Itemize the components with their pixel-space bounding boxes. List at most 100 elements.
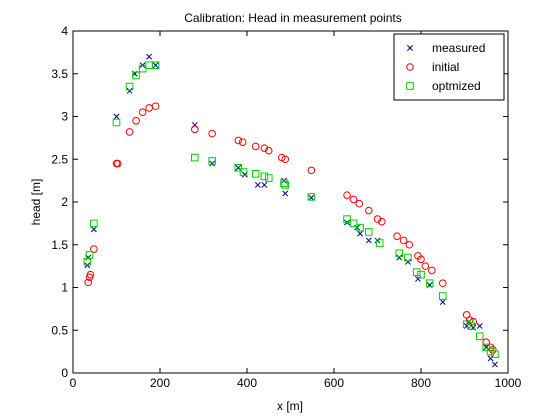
legend-marker-optmized	[406, 82, 414, 90]
point-optmized	[425, 279, 434, 288]
point-optmized	[264, 174, 273, 182]
point-optmized	[90, 219, 98, 228]
point-initial	[349, 195, 358, 204]
point-optmized	[112, 118, 121, 127]
x-axis-label: x [m]	[277, 399, 303, 413]
data-points	[83, 53, 499, 368]
point-optmized	[132, 71, 140, 80]
point-optmized	[281, 181, 290, 189]
point-optmized	[234, 164, 243, 172]
y-axis-label: head [m]	[29, 179, 43, 226]
point-initial	[393, 232, 401, 240]
point-measured	[476, 323, 483, 329]
point-measured	[374, 237, 381, 244]
point-initial	[378, 217, 386, 226]
point-initial	[281, 155, 290, 164]
point-initial	[428, 266, 436, 275]
y-tick-label: 1.5	[51, 238, 68, 252]
point-initial	[234, 136, 243, 145]
point-initial	[138, 108, 147, 117]
y-tick-label: 0.5	[51, 323, 68, 337]
point-measured	[282, 190, 289, 197]
point-optmized	[482, 343, 491, 352]
x-tick-label: 0	[70, 376, 77, 390]
point-initial	[365, 206, 373, 215]
axis-tick-labels: 0 200 400 600 800 1000 0 0.5 1 1.5 2 2.5 3 3.5 4	[51, 24, 521, 390]
point-measured	[491, 361, 498, 368]
point-optmized	[280, 179, 288, 187]
legend-label-initial: initial	[432, 60, 459, 74]
point-optmized	[467, 322, 475, 330]
x-tick-label: 800	[411, 376, 431, 390]
x-tick-label: 400	[237, 376, 257, 390]
legend-marker-initial	[406, 63, 414, 71]
point-initial	[307, 166, 316, 175]
x-tick-label: 200	[150, 376, 170, 390]
point-measured	[404, 258, 411, 265]
point-measured	[308, 194, 315, 201]
y-tick-label: 3	[61, 110, 68, 124]
point-optmized	[191, 153, 199, 162]
point-measured	[261, 181, 268, 188]
point-optmized	[438, 292, 447, 300]
point-optmized	[208, 157, 216, 165]
point-initial	[421, 262, 430, 270]
y-tick-label: 3.5	[51, 67, 68, 81]
point-measured	[439, 299, 446, 305]
x-tick-label: 1000	[495, 376, 522, 390]
point-optmized	[417, 270, 425, 279]
point-measured	[365, 237, 372, 244]
point-optmized	[462, 320, 471, 329]
point-optmized	[375, 239, 384, 247]
point-measured	[487, 355, 494, 362]
point-optmized	[356, 223, 364, 232]
point-measured	[209, 160, 216, 167]
point-optmized	[343, 215, 351, 223]
point-initial	[86, 270, 95, 279]
y-tick-label: 4	[61, 24, 68, 38]
point-initial	[405, 240, 414, 249]
y-tick-label: 0	[61, 366, 68, 380]
point-measured	[415, 275, 421, 282]
point-optmized	[85, 251, 94, 259]
point-initial	[208, 129, 216, 138]
y-tick-label: 2.5	[51, 152, 68, 166]
point-initial	[151, 102, 160, 111]
point-measured	[146, 53, 153, 60]
point-optmized	[365, 228, 373, 236]
point-measured	[152, 62, 159, 69]
point-initial	[264, 146, 273, 155]
point-measured	[357, 230, 364, 237]
point-initial	[373, 215, 382, 223]
point-optmized	[125, 82, 134, 91]
point-initial	[482, 338, 491, 347]
point-optmized	[412, 268, 421, 276]
point-measured	[396, 254, 403, 261]
y-tick-label: 2	[61, 195, 68, 209]
point-measured	[254, 181, 261, 188]
point-optmized	[260, 172, 269, 181]
point-initial	[343, 191, 351, 199]
point-initial	[84, 278, 93, 287]
point-initial	[238, 138, 247, 146]
y-tick-label: 1	[61, 281, 68, 295]
point-optmized	[239, 168, 248, 176]
point-optmized	[151, 61, 160, 70]
point-optmized	[251, 169, 260, 178]
point-initial	[90, 245, 98, 253]
point-optmized	[491, 350, 499, 358]
point-initial	[399, 236, 408, 245]
point-initial	[260, 144, 269, 152]
point-initial	[355, 199, 364, 208]
point-measured	[90, 226, 97, 233]
point-initial	[191, 125, 199, 134]
point-initial	[114, 159, 122, 168]
point-measured	[113, 113, 120, 120]
point-measured	[126, 87, 133, 94]
series-optmized	[83, 61, 499, 358]
point-initial	[417, 255, 425, 264]
point-optmized	[307, 193, 316, 201]
point-initial	[486, 343, 495, 352]
point-initial	[132, 116, 140, 125]
